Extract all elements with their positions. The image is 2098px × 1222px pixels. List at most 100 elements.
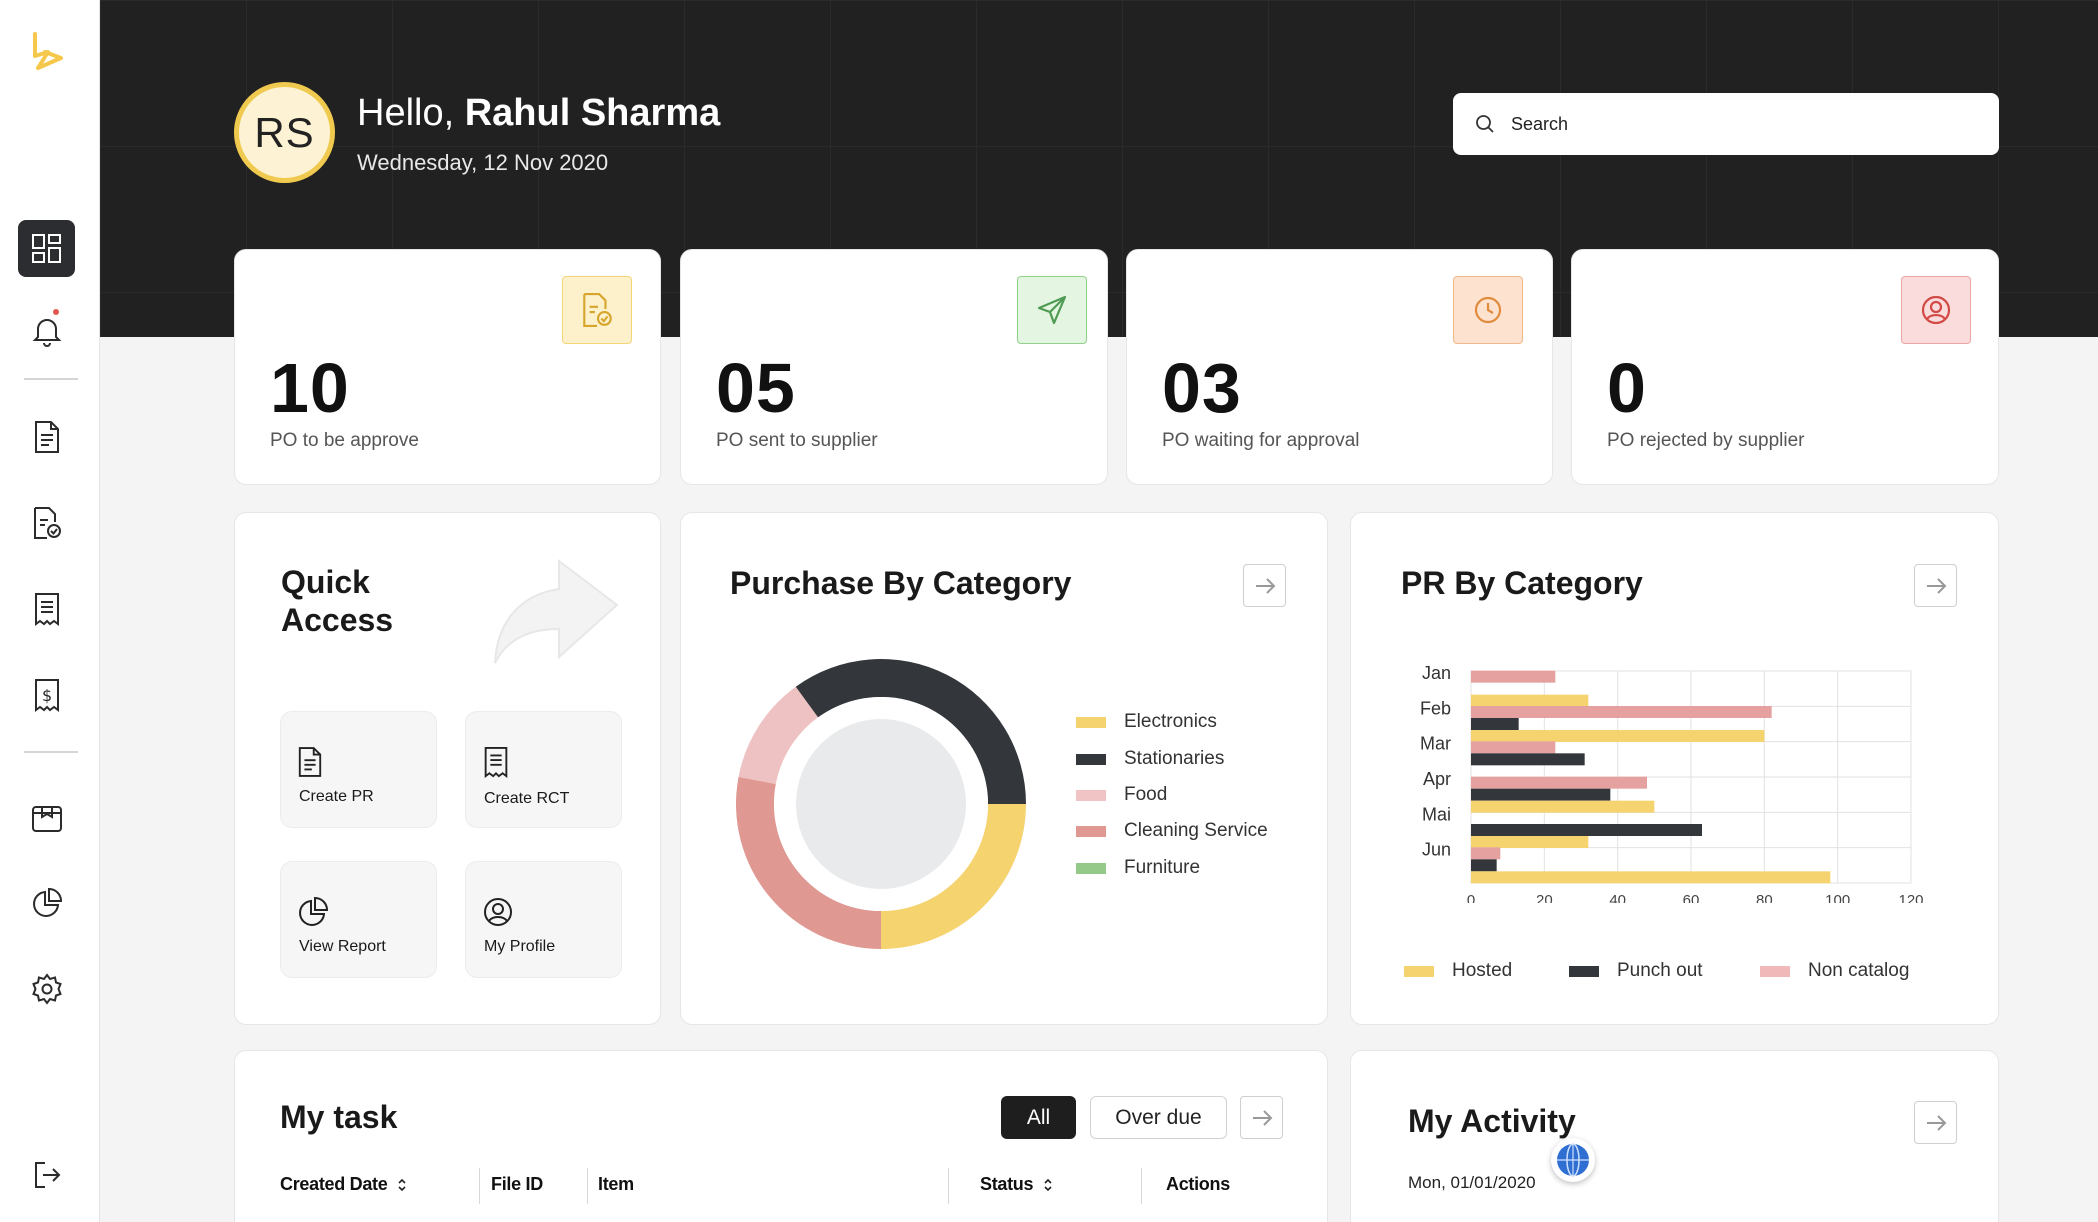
activity-open-button[interactable] <box>1914 1101 1957 1144</box>
column-header-created-date[interactable]: Created Date <box>280 1174 407 1195</box>
stat-card-po-sent[interactable]: 05 PO sent to supplier <box>680 249 1108 485</box>
search-icon <box>1476 115 1494 133</box>
legend-stationaries: Stationaries <box>1076 748 1224 770</box>
bar-chart: 0 20 40 60 80 100 120 Jan Feb Mar Apr Mai Jun <box>1420 663 1924 903</box>
bell-icon <box>32 318 61 347</box>
column-header-file-id: File ID <box>491 1174 543 1194</box>
bar-punch-out-feb[interactable] <box>1471 718 1519 730</box>
greeting: Hello, Rahul Sharma <box>357 92 720 135</box>
nav-notifications[interactable] <box>18 302 75 359</box>
bar-punch-out-mar[interactable] <box>1471 753 1585 766</box>
bar-non-catalog-feb[interactable] <box>1471 706 1772 718</box>
avatar[interactable]: RS <box>234 82 335 183</box>
donut-slice-cleaning-service[interactable] <box>736 776 881 949</box>
sort-icon <box>398 1178 407 1191</box>
tab-over-due[interactable]: Over due <box>1090 1096 1227 1139</box>
quick-create-pr[interactable]: Create PR <box>280 711 437 828</box>
stat-card-po-to-approve[interactable]: 10 PO to be approve <box>234 249 661 485</box>
bar-non-catalog-jan[interactable] <box>1471 670 1556 683</box>
legend-label: Food <box>1124 784 1168 805</box>
search-input[interactable]: Search <box>1453 93 1999 155</box>
bar-punch-out-apr[interactable] <box>1471 788 1611 801</box>
pr-by-category-panel: PR By Category 0 20 40 60 80 100 120 Jan Feb Mar A… <box>1350 512 1999 1025</box>
my-task-panel: My task All Over due <box>234 1050 1328 1222</box>
bar-hosted-feb[interactable] <box>1471 730 1765 742</box>
stat-label: PO waiting for approval <box>1162 430 1360 451</box>
bar-hosted-jan[interactable] <box>1471 694 1589 707</box>
current-date: Wednesday, 12 Nov 2020 <box>357 150 609 175</box>
globe-icon[interactable] <box>1551 1138 1595 1182</box>
purchase-by-category-panel: Purchase By Category Electronics Station… <box>680 512 1328 1025</box>
legend-label: Punch out <box>1617 960 1703 981</box>
arrow-right-icon <box>1255 577 1275 594</box>
quick-my-profile[interactable]: My Profile <box>465 861 622 978</box>
pr-category-open-button[interactable] <box>1914 564 1957 607</box>
send-icon <box>1017 276 1087 344</box>
nav-reports[interactable] <box>18 874 75 931</box>
dashboard-icon <box>31 233 61 263</box>
arrow-right-icon <box>1926 577 1946 594</box>
stat-card-po-waiting[interactable]: 03 PO waiting for approval <box>1126 249 1553 485</box>
my-activity-panel: My Activity Mon, 01/01/2020 <box>1350 1050 1999 1222</box>
app-logo[interactable] <box>28 30 68 80</box>
bar-non-catalog-apr[interactable] <box>1471 776 1647 789</box>
x-tick-label: 80 <box>1756 892 1773 903</box>
y-tick-label: Mai <box>1422 804 1451 824</box>
nav-packages[interactable] <box>18 788 75 845</box>
tasks-open-button[interactable] <box>1240 1096 1283 1139</box>
bar-hosted-mai[interactable] <box>1471 836 1589 848</box>
donut-slice-electronics[interactable] <box>881 804 1026 949</box>
greeting-prefix: Hello, <box>357 92 455 134</box>
y-tick-label: Jun <box>1422 840 1451 860</box>
column-label: Created Date <box>280 1174 388 1194</box>
sort-icon <box>1044 1178 1052 1191</box>
nav-receipts[interactable] <box>18 580 75 637</box>
quick-access-label: View Report <box>299 938 386 955</box>
nav-documents[interactable] <box>18 408 75 465</box>
quick-access-title: Quick Access <box>281 564 394 638</box>
nav-approved-documents[interactable] <box>18 494 75 551</box>
nav-dashboard[interactable] <box>18 220 75 277</box>
notification-badge <box>51 307 61 317</box>
y-tick-label: Apr <box>1423 769 1451 789</box>
donut-slice-stationaries[interactable] <box>795 659 1026 804</box>
share-arrow-icon <box>494 558 619 664</box>
bar-hosted-jun[interactable] <box>1471 871 1831 884</box>
legend-label: Stationaries <box>1124 748 1225 769</box>
bar-non-catalog-jun[interactable] <box>1471 847 1501 860</box>
stat-card-po-rejected[interactable]: 0 PO rejected by supplier <box>1571 249 1999 485</box>
settings-icon <box>31 972 62 1005</box>
legend-swatch <box>1076 716 1106 728</box>
stat-value: 03 <box>1162 349 1242 427</box>
legend-swatch <box>1404 965 1434 977</box>
tab-all[interactable]: All <box>1001 1096 1076 1139</box>
nav-logout[interactable] <box>18 1146 75 1203</box>
sidebar-divider <box>24 378 78 380</box>
x-tick-label: 40 <box>1609 892 1626 903</box>
column-label: Status <box>980 1174 1034 1194</box>
logout-icon <box>34 1161 60 1188</box>
bar-hosted-apr[interactable] <box>1471 800 1655 813</box>
nav-settings[interactable] <box>18 960 75 1017</box>
x-tick-label: 100 <box>1825 892 1850 903</box>
package-icon <box>31 805 62 832</box>
bar-punch-out-mai[interactable] <box>1471 824 1702 836</box>
bar-non-catalog-mar[interactable] <box>1471 741 1556 754</box>
legend-label: Cleaning Service <box>1124 820 1268 841</box>
document-icon <box>34 420 59 453</box>
user-name: Rahul Sharma <box>464 92 721 134</box>
quick-create-rct[interactable]: Create RCT <box>465 711 622 828</box>
legend-swatch <box>1076 862 1106 874</box>
purchase-category-open-button[interactable] <box>1243 564 1286 607</box>
bar-punch-out-jun[interactable] <box>1471 859 1497 872</box>
quick-access-label: Create PR <box>299 788 374 805</box>
y-tick-label: Mar <box>1420 734 1451 754</box>
nav-invoices[interactable]: $ <box>18 666 75 723</box>
panel-title: My Activity <box>1408 1103 1576 1139</box>
user-circle-icon <box>484 898 512 926</box>
donut-slice-food[interactable] <box>738 686 819 784</box>
column-header-status[interactable]: Status <box>980 1174 1053 1195</box>
quick-view-report[interactable]: View Report <box>280 861 437 978</box>
arrow-right-icon <box>1926 1114 1946 1131</box>
y-tick-label: Jan <box>1422 663 1451 683</box>
